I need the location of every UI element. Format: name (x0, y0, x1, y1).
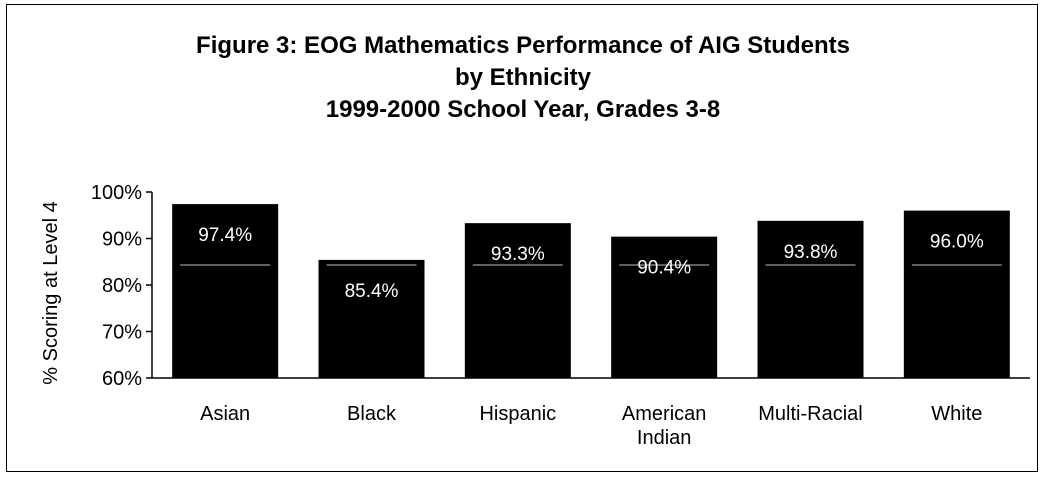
category-label: Black (347, 403, 397, 425)
y-tick-label: 100% (91, 182, 142, 204)
data-label: 90.4% (637, 258, 691, 279)
y-tick-label: 70% (102, 322, 142, 344)
bar (464, 223, 571, 378)
y-tick-label: 90% (102, 229, 142, 251)
bar (318, 259, 425, 378)
bar (903, 210, 1010, 378)
category-label: American (622, 403, 706, 425)
y-tick-label: 80% (102, 275, 142, 297)
y-axis-title: % Scoring at Level 4 (40, 201, 62, 384)
y-tick-label: 60% (102, 368, 142, 390)
category-label: Asian (200, 403, 250, 425)
category-label: Hispanic (479, 403, 556, 425)
category-label: Multi-Racial (758, 403, 862, 425)
data-label: 85.4% (345, 281, 399, 302)
category-label: Indian (637, 427, 692, 449)
data-label: 96.0% (930, 232, 984, 253)
data-label: 93.3% (491, 244, 545, 265)
category-label: White (931, 403, 982, 425)
chart-title: Figure 3: EOG Mathematics Performance of… (0, 30, 1046, 126)
chart-title-line-1: Figure 3: EOG Mathematics Performance of… (196, 32, 850, 59)
bar (172, 204, 279, 378)
bar (611, 236, 718, 378)
data-label: 97.4% (198, 225, 252, 246)
data-label: 93.8% (784, 242, 838, 263)
chart-title-line-2: by Ethnicity (454, 64, 592, 91)
bar (757, 220, 864, 378)
chart-title-line-3: 1999-2000 School Year, Grades 3-8 (325, 96, 721, 123)
